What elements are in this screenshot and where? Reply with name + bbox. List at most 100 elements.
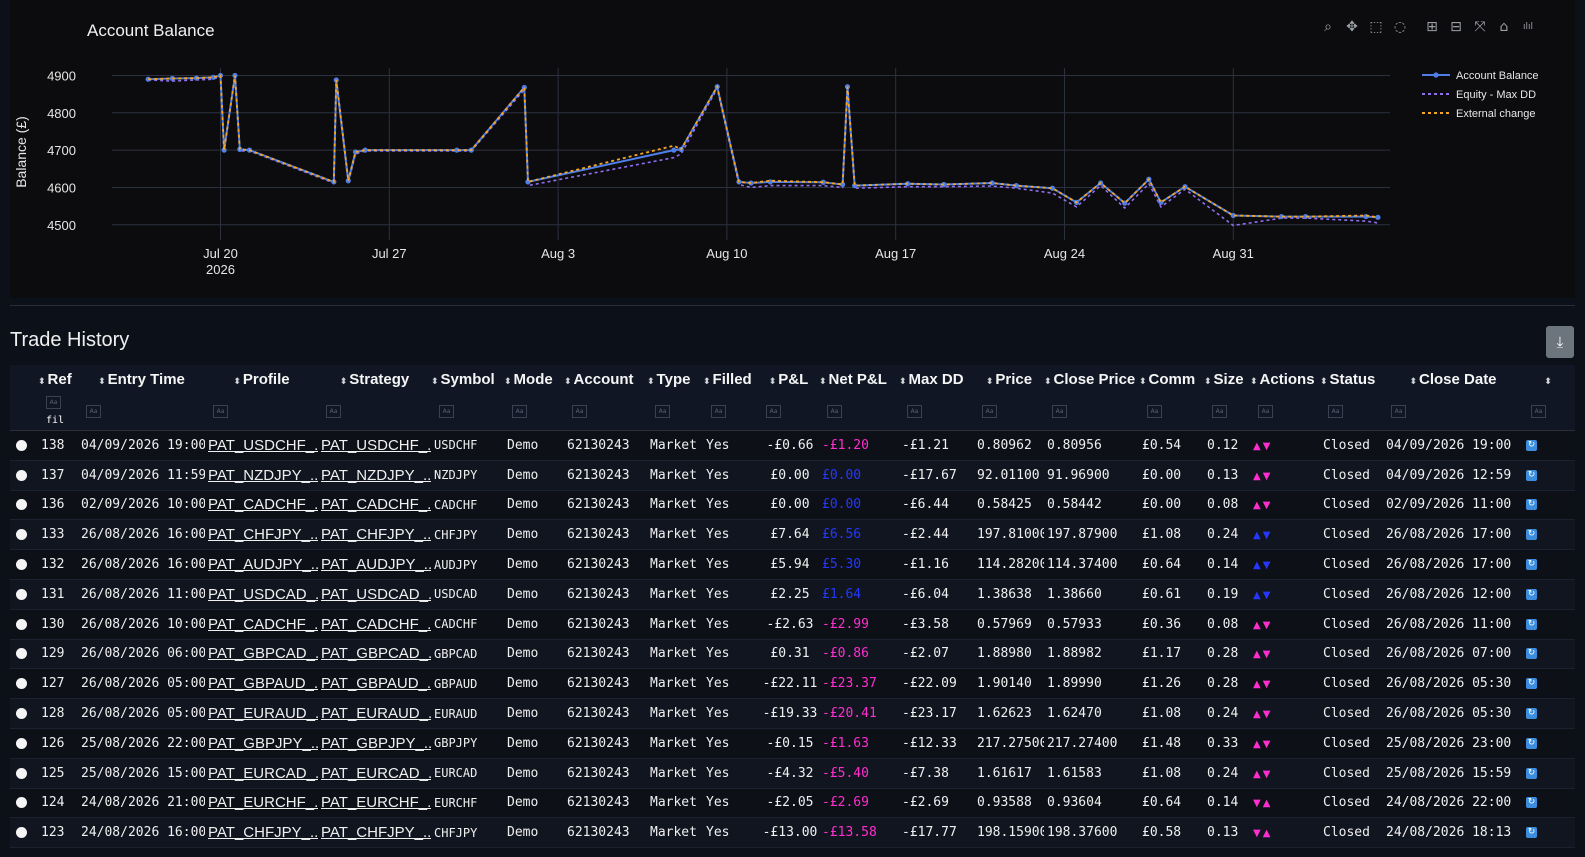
header-extra[interactable]: ⬍: [1523, 365, 1575, 394]
cell-profile[interactable]: PAT_USDCHF_...: [205, 430, 318, 461]
cell-strategy[interactable]: PAT_CADCHF_...: [318, 609, 431, 640]
down-arrow-icon[interactable]: ▼: [1262, 530, 1271, 542]
row-radio[interactable]: [16, 678, 27, 690]
filter-mode[interactable]: Aa: [504, 394, 564, 431]
row-radio[interactable]: [16, 827, 27, 839]
row-radio[interactable]: [16, 469, 27, 481]
sort-icon[interactable]: ⬍: [1044, 377, 1052, 387]
sort-icon[interactable]: ⬍: [1320, 377, 1328, 387]
case-toggle-icon[interactable]: Aa: [572, 405, 587, 419]
cell-profile[interactable]: PAT_GBPAUD_...: [205, 668, 318, 700]
cell-profile[interactable]: PAT_AUDJPY_...: [205, 549, 318, 580]
down-arrow-icon[interactable]: ▼: [1253, 828, 1261, 840]
row-radio[interactable]: [16, 648, 27, 660]
header-type[interactable]: ⬍ Type: [647, 365, 703, 394]
sort-icon[interactable]: ⬍: [1409, 377, 1417, 387]
sort-icon[interactable]: ⬍: [233, 377, 241, 387]
filter-comm[interactable]: Aa: [1139, 394, 1204, 431]
up-arrow-icon[interactable]: ▲: [1253, 619, 1261, 631]
refresh-icon[interactable]: ↻: [1526, 708, 1537, 720]
sort-icon[interactable]: ⬍: [38, 377, 46, 387]
cell-strategy[interactable]: PAT_USDCHF_...: [318, 430, 431, 461]
case-toggle-icon[interactable]: Aa: [1212, 405, 1227, 419]
refresh-icon[interactable]: ↻: [1526, 767, 1537, 779]
up-arrow-icon[interactable]: ▲: [1253, 560, 1261, 572]
case-toggle-icon[interactable]: Aa: [655, 405, 670, 419]
download-button[interactable]: ⤓: [1546, 326, 1574, 358]
row-radio[interactable]: [16, 797, 27, 809]
case-toggle-icon[interactable]: Aa: [1328, 405, 1343, 419]
case-toggle-icon[interactable]: Aa: [213, 405, 228, 419]
cell-profile[interactable]: PAT_EURCHF_...: [205, 788, 318, 819]
filter-type[interactable]: Aa: [647, 394, 703, 431]
down-arrow-icon[interactable]: ▼: [1262, 500, 1271, 512]
sort-icon[interactable]: ⬍: [339, 377, 348, 387]
header-symbol[interactable]: ⬍ Symbol: [431, 365, 504, 394]
refresh-icon[interactable]: ↻: [1526, 678, 1537, 690]
header-price[interactable]: ⬍ Price: [974, 365, 1044, 394]
header-comm[interactable]: ⬍ Comm: [1139, 365, 1204, 394]
refresh-icon[interactable]: ↻: [1526, 529, 1537, 541]
refresh-icon[interactable]: ↻: [1526, 499, 1537, 511]
row-radio[interactable]: [16, 618, 27, 630]
zoom-in-icon[interactable]: ⊞: [1426, 19, 1438, 35]
reset-axes-icon[interactable]: ⌂: [1499, 19, 1509, 35]
filter-extra[interactable]: Aa: [1523, 394, 1575, 431]
down-arrow-icon[interactable]: ▼: [1262, 649, 1271, 661]
sort-icon[interactable]: ⬍: [985, 377, 994, 387]
cell-profile[interactable]: PAT_CADCHF_...: [205, 609, 318, 640]
refresh-icon[interactable]: ↻: [1526, 469, 1537, 481]
cell-strategy[interactable]: PAT_GBPAUD_...: [318, 668, 431, 700]
cell-strategy[interactable]: PAT_CHFJPY_...: [318, 817, 431, 849]
filter-status[interactable]: Aa: [1320, 394, 1383, 431]
row-radio[interactable]: [16, 737, 27, 749]
up-arrow-icon[interactable]: ▲: [1262, 798, 1271, 810]
lasso-icon[interactable]: ◌: [1393, 19, 1407, 35]
filter-max-dd[interactable]: Aa: [899, 394, 974, 431]
down-arrow-icon[interactable]: ▼: [1262, 440, 1271, 452]
header-entry-time[interactable]: ⬍ Entry Time: [78, 365, 205, 394]
row-radio[interactable]: [16, 708, 27, 720]
row-radio[interactable]: [16, 588, 27, 600]
up-arrow-icon[interactable]: ▲: [1253, 679, 1261, 691]
table-row[interactable]: 138 04/09/2026 19:00 PAT_USDCHF_... PAT_USD…: [10, 430, 1575, 461]
plotly-logo-icon[interactable]: ılıl: [1522, 22, 1533, 32]
row-radio[interactable]: [16, 529, 27, 541]
sort-icon[interactable]: ⬍: [899, 377, 907, 387]
sort-icon[interactable]: ⬍: [1204, 377, 1212, 387]
table-row[interactable]: 137 04/09/2026 11:59 PAT_NZDJPY_... PAT_NZD…: [10, 460, 1575, 491]
table-row[interactable]: 128 26/08/2026 05:00 PAT_EURAUD_... PAT_EUR…: [10, 698, 1575, 729]
table-row[interactable]: 130 26/08/2026 10:00 PAT_CADCHF_... PAT_CAD…: [10, 609, 1575, 640]
down-arrow-icon[interactable]: ▼: [1262, 560, 1271, 572]
header-status[interactable]: ⬍ Status: [1320, 365, 1383, 394]
up-arrow-icon[interactable]: ▲: [1262, 828, 1271, 840]
case-toggle-icon[interactable]: Aa: [1531, 405, 1546, 419]
cell-profile[interactable]: PAT_GBPCAD_...: [205, 639, 318, 670]
up-arrow-icon[interactable]: ▲: [1253, 768, 1261, 780]
sort-icon[interactable]: ⬍: [431, 377, 439, 387]
filter-profile[interactable]: Aa: [205, 394, 318, 431]
header-strategy[interactable]: ⬍ Strategy: [318, 365, 431, 394]
filter-ref[interactable]: Aa fil: [38, 394, 78, 431]
filter-actions[interactable]: Aa: [1250, 394, 1320, 431]
filter-price[interactable]: Aa: [974, 394, 1044, 431]
case-toggle-icon[interactable]: Aa: [1052, 405, 1067, 419]
cell-profile[interactable]: PAT_USDCAD_...: [205, 579, 318, 610]
refresh-icon[interactable]: ↻: [1526, 797, 1537, 809]
case-toggle-icon[interactable]: Aa: [1391, 405, 1406, 419]
box-select-icon[interactable]: ⬚: [1369, 19, 1383, 35]
case-toggle-icon[interactable]: Aa: [86, 405, 101, 419]
filter-account[interactable]: Aa: [564, 394, 647, 431]
header-close-date[interactable]: ⬍ Close Date: [1383, 365, 1523, 394]
cell-strategy[interactable]: PAT_GBPJPY_...: [318, 728, 431, 759]
filter-strategy[interactable]: Aa: [318, 394, 431, 431]
case-toggle-icon[interactable]: Aa: [907, 405, 922, 419]
cell-profile[interactable]: PAT_EURAUD_...: [205, 698, 318, 729]
sort-icon[interactable]: ⬍: [564, 377, 572, 387]
case-toggle-icon[interactable]: Aa: [46, 396, 61, 410]
filter-close-date[interactable]: Aa: [1383, 394, 1523, 431]
row-radio[interactable]: [16, 559, 27, 571]
up-arrow-icon[interactable]: ▲: [1253, 709, 1261, 721]
table-row[interactable]: 131 26/08/2026 11:00 PAT_USDCAD_... PAT_USD…: [10, 579, 1575, 610]
cell-profile[interactable]: PAT_GBPJPY_...: [205, 728, 318, 759]
